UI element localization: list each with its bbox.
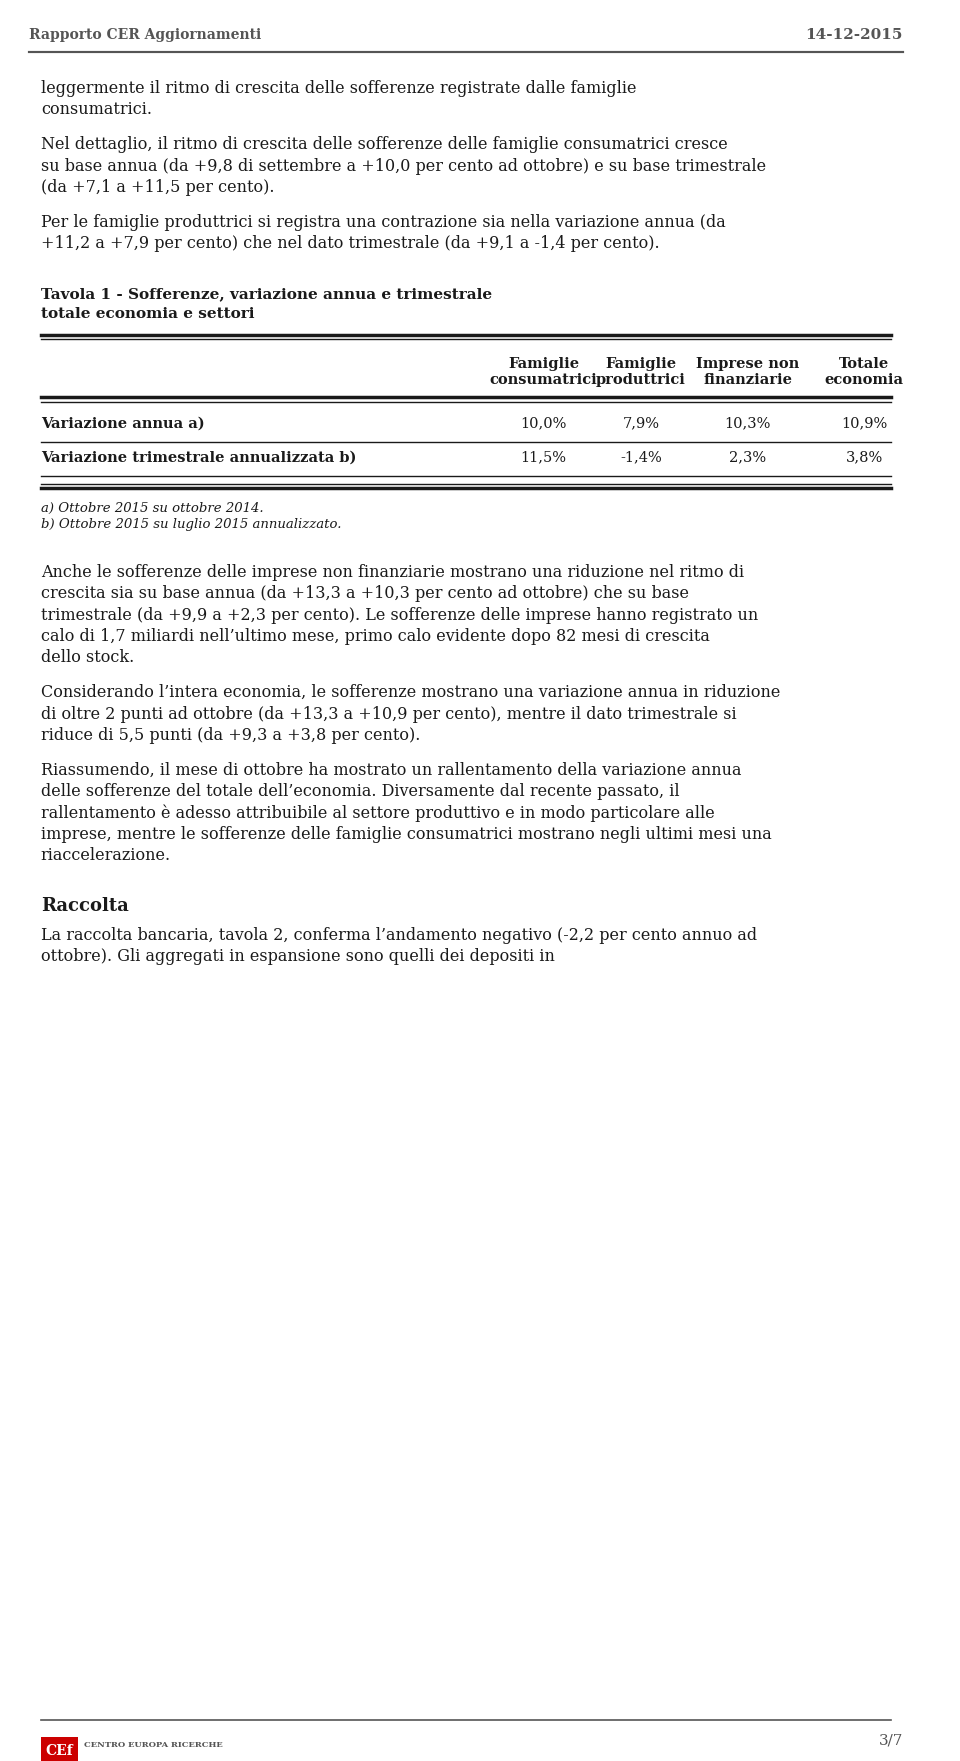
Text: +11,2 a +7,9 per cento) che nel dato trimestrale (da +9,1 a -1,4 per cento).: +11,2 a +7,9 per cento) che nel dato tri… <box>40 236 660 252</box>
Text: crescita sia su base annua (da +13,3 a +10,3 per cento ad ottobre) che su base: crescita sia su base annua (da +13,3 a +… <box>40 585 688 602</box>
Text: 14-12-2015: 14-12-2015 <box>805 28 903 42</box>
Text: dello stock.: dello stock. <box>40 650 134 666</box>
Text: Variazione annua a): Variazione annua a) <box>40 416 204 430</box>
Text: Tavola 1 - Sofferenze, variazione annua e trimestrale: Tavola 1 - Sofferenze, variazione annua … <box>40 287 492 301</box>
Text: 11,5%: 11,5% <box>520 451 566 465</box>
Text: riduce di 5,5 punti (da +9,3 a +3,8 per cento).: riduce di 5,5 punti (da +9,3 a +3,8 per … <box>40 727 420 743</box>
Text: imprese, mentre le sofferenze delle famiglie consumatrici mostrano negli ultimi : imprese, mentre le sofferenze delle fami… <box>40 826 772 844</box>
Text: La raccolta bancaria, tavola 2, conferma l’andamento negativo (-2,2 per cento an: La raccolta bancaria, tavola 2, conferma… <box>40 926 756 944</box>
Text: totale economia e settori: totale economia e settori <box>40 306 254 321</box>
Text: -1,4%: -1,4% <box>620 451 661 465</box>
Text: di oltre 2 punti ad ottobre (da +13,3 a +10,9 per cento), mentre il dato trimest: di oltre 2 punti ad ottobre (da +13,3 a … <box>40 706 736 722</box>
Text: consumatrici: consumatrici <box>490 373 597 387</box>
Text: Imprese non: Imprese non <box>696 357 800 372</box>
Text: su base annua (da +9,8 di settembre a +10,0 per cento ad ottobre) e su base trim: su base annua (da +9,8 di settembre a +1… <box>40 157 766 174</box>
Text: CENTRO EUROPA RICERCHE: CENTRO EUROPA RICERCHE <box>84 1742 224 1749</box>
Text: 3,8%: 3,8% <box>846 451 883 465</box>
Text: 7,9%: 7,9% <box>622 416 660 430</box>
Text: 3/7: 3/7 <box>878 1733 903 1747</box>
Text: calo di 1,7 miliardi nell’ultimo mese, primo calo evidente dopo 82 mesi di cresc: calo di 1,7 miliardi nell’ultimo mese, p… <box>40 629 709 645</box>
Text: leggermente il ritmo di crescita delle sofferenze registrate dalle famiglie: leggermente il ritmo di crescita delle s… <box>40 79 636 97</box>
Text: 10,3%: 10,3% <box>725 416 771 430</box>
Text: trimestrale (da +9,9 a +2,3 per cento). Le sofferenze delle imprese hanno regist: trimestrale (da +9,9 a +2,3 per cento). … <box>40 608 758 623</box>
Text: delle sofferenze del totale dell’economia. Diversamente dal recente passato, il: delle sofferenze del totale dell’economi… <box>40 784 680 799</box>
Text: 2,3%: 2,3% <box>729 451 766 465</box>
Text: consumatrici.: consumatrici. <box>40 102 152 118</box>
Text: Famiglie: Famiglie <box>605 357 677 372</box>
Text: Per le famiglie produttrici si registra una contrazione sia nella variazione ann: Per le famiglie produttrici si registra … <box>40 213 726 231</box>
Text: Anche le sofferenze delle imprese non finanziarie mostrano una riduzione nel rit: Anche le sofferenze delle imprese non fi… <box>40 564 744 581</box>
Text: produttrici: produttrici <box>596 373 685 387</box>
Text: Riassumendo, il mese di ottobre ha mostrato un rallentamento della variazione an: Riassumendo, il mese di ottobre ha mostr… <box>40 763 741 778</box>
Text: CEf: CEf <box>45 1743 73 1757</box>
Text: Rapporto CER Aggiornamenti: Rapporto CER Aggiornamenti <box>29 28 261 42</box>
Text: rallentamento è adesso attribuibile al settore produttivo e in modo particolare : rallentamento è adesso attribuibile al s… <box>40 805 714 822</box>
Text: a) Ottobre 2015 su ottobre 2014.: a) Ottobre 2015 su ottobre 2014. <box>40 502 263 516</box>
Text: Totale: Totale <box>839 357 889 372</box>
Text: finanziarie: finanziarie <box>703 373 792 387</box>
Text: economia: economia <box>825 373 903 387</box>
Text: riaccelerazione.: riaccelerazione. <box>40 847 171 865</box>
Text: Raccolta: Raccolta <box>40 896 129 916</box>
Text: Considerando l’intera economia, le sofferenze mostrano una variazione annua in r: Considerando l’intera economia, le soffe… <box>40 685 780 701</box>
Text: Famiglie: Famiglie <box>508 357 579 372</box>
Text: ottobre). Gli aggregati in espansione sono quelli dei depositi in: ottobre). Gli aggregati in espansione so… <box>40 947 555 965</box>
Text: b) Ottobre 2015 su luglio 2015 annualizzato.: b) Ottobre 2015 su luglio 2015 annualizz… <box>40 518 341 532</box>
Text: Nel dettaglio, il ritmo di crescita delle sofferenze delle famiglie consumatrici: Nel dettaglio, il ritmo di crescita dell… <box>40 136 728 153</box>
Text: 10,9%: 10,9% <box>841 416 887 430</box>
FancyBboxPatch shape <box>40 1736 78 1761</box>
Text: 10,0%: 10,0% <box>520 416 567 430</box>
Text: (da +7,1 a +11,5 per cento).: (da +7,1 a +11,5 per cento). <box>40 180 275 195</box>
Text: Variazione trimestrale annualizzata b): Variazione trimestrale annualizzata b) <box>40 451 356 465</box>
